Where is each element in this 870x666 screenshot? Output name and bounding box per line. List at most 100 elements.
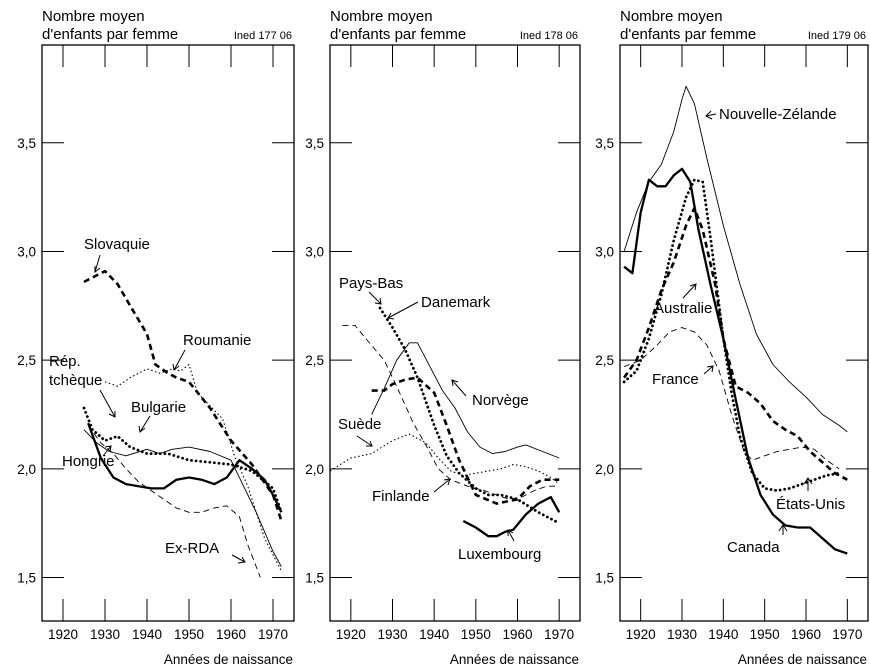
label-hongrie: Hongrie <box>62 453 115 470</box>
label-etats-unis: États-Unis <box>776 496 845 513</box>
x-tick-label: 1940 <box>419 627 449 642</box>
y-tick-label: 3,5 <box>595 136 614 151</box>
arrow-roumanie <box>172 363 180 371</box>
label-finlande: Finlande <box>372 488 430 505</box>
y-tick-label: 2,5 <box>595 353 614 368</box>
y-tick-label: 1,5 <box>305 571 324 586</box>
panel-3: Nombre moyen d'enfants par femme Ined 17… <box>595 8 869 666</box>
panel-2-ticks: 1920 1930 1940 1950 1960 1970 1,5 2,0 2,5 3,0 3,5 <box>305 45 580 642</box>
x-tick-label: 1960 <box>502 627 532 642</box>
label-roumanie: Roumanie <box>183 332 251 349</box>
x-tick-label: 1930 <box>377 627 407 642</box>
panel-1-annotations: Slovaquie Roumanie Rép. tchèque Bulgarie… <box>49 236 251 557</box>
series-line-australie <box>623 206 848 481</box>
y-tick-label: 2,5 <box>305 353 324 368</box>
y-tick-label: 2,5 <box>17 353 36 368</box>
y-tick-label: 2,0 <box>305 462 324 477</box>
arrow-suede <box>366 440 373 447</box>
series-line-hongrie <box>87 422 283 513</box>
arrow-luxembourg <box>507 529 514 536</box>
panel-1-frame <box>41 44 295 622</box>
y-tick-label: 1,5 <box>17 571 36 586</box>
panel-2-annotations: Pays-Bas Danemark Norvège Suède Finlande… <box>338 275 541 563</box>
panel-1-source: Ined 177 06 <box>234 30 292 42</box>
label-australie: Australie <box>654 300 712 317</box>
series-line-canada <box>623 167 848 555</box>
panel-3-source: Ined 179 06 <box>808 30 866 42</box>
label-nouvelle-zelande: Nouvelle-Zélande <box>719 106 837 123</box>
panel-3-leaders <box>682 110 813 535</box>
x-tick-label: 1920 <box>336 627 366 642</box>
leader-slovaquie <box>94 254 101 273</box>
panel-2-frame <box>329 44 581 622</box>
x-tick-label: 1930 <box>90 627 120 642</box>
arrow-norvege <box>451 379 459 387</box>
x-tick-label: 1960 <box>216 627 246 642</box>
y-tick-label: 2,0 <box>595 462 614 477</box>
x-tick-label: 1920 <box>626 627 656 642</box>
panel-1-x-axis-label: Années de naissance <box>164 652 293 666</box>
panel-3-series <box>622 85 848 555</box>
y-tick-label: 3,5 <box>305 136 324 151</box>
y-tick-label: 2,0 <box>17 462 36 477</box>
arrow-hongrie <box>104 445 112 453</box>
series-line-nouvelle-zelande <box>623 85 848 433</box>
x-tick-label: 1970 <box>544 627 574 642</box>
leader-pays-bas <box>368 291 382 305</box>
arrow-rep-tcheque <box>108 411 116 418</box>
arrow-ex-rda <box>237 556 246 564</box>
x-tick-label: 1960 <box>791 627 821 642</box>
series-line-pays-bas <box>378 306 561 525</box>
panel-1-leaders <box>94 254 246 564</box>
panel-2-source: Ined 178 06 <box>520 30 578 42</box>
label-norvege: Norvège <box>472 392 529 409</box>
x-tick-label: 1940 <box>708 627 738 642</box>
label-france: France <box>652 371 699 388</box>
panel-3-ticks: 1920 1930 1940 1950 1960 1970 1,5 2,0 2,5 3,0 3,5 <box>595 45 868 642</box>
series-line-ex-rda <box>83 429 282 567</box>
label-rep-tcheque-line-2: tchèque <box>49 372 102 389</box>
panel-1-series <box>82 269 283 578</box>
panel-2: Nombre moyen d'enfants par femme Ined 17… <box>305 8 581 666</box>
panel-2-series <box>329 306 561 538</box>
leader-luxembourg <box>507 529 515 542</box>
panel-3-frame <box>619 44 869 622</box>
leader-bulgarie <box>139 415 151 433</box>
series-line-slovaquie <box>83 269 283 522</box>
panel-2-leaders <box>356 291 515 542</box>
y-tick-label: 3,0 <box>595 244 614 259</box>
arrow-finlande <box>443 478 451 486</box>
label-ex-rda: Ex-RDA <box>165 540 219 557</box>
arrow-danemark <box>387 312 395 320</box>
leader-danemark <box>387 301 419 319</box>
panel-1-ticks: 1920 1930 1940 1950 1960 1970 1,5 2,0 2,5 3,0 3,5 <box>17 45 294 642</box>
leader-france <box>703 365 714 375</box>
y-tick-label: 3,0 <box>305 244 324 259</box>
label-suede: Suède <box>338 416 381 433</box>
label-danemark: Danemark <box>421 294 491 311</box>
leader-norvege <box>451 379 467 397</box>
leader-finlande <box>433 478 451 493</box>
panel-1: Nombre moyen d'enfants par femme Ined 17… <box>17 8 295 666</box>
arrow-etats-unis <box>803 477 813 485</box>
panel-3-x-axis-label: Années de naissance <box>738 652 867 666</box>
panel-1-title-line-2: d'enfants par femme <box>42 26 178 43</box>
arrow-canada <box>778 524 788 532</box>
x-tick-label: 1970 <box>832 627 862 642</box>
y-tick-label: 1,5 <box>595 571 614 586</box>
panel-1-title-line-1: Nombre moyen <box>42 8 145 25</box>
panel-3-title-line-1: Nombre moyen <box>620 8 723 25</box>
label-luxembourg: Luxembourg <box>458 546 541 563</box>
label-rep-tcheque-line-1: Rép. <box>49 353 81 370</box>
leader-roumanie <box>173 349 186 371</box>
leader-hongrie <box>102 445 112 457</box>
x-tick-label: 1950 <box>174 627 204 642</box>
panel-2-x-axis-label: Années de naissance <box>450 652 579 666</box>
arrow-bulgarie <box>138 425 146 433</box>
series-line-bulgarie <box>87 425 261 578</box>
leader-rep-tcheque <box>99 389 116 418</box>
x-tick-label: 1950 <box>750 627 780 642</box>
x-tick-label: 1970 <box>258 627 288 642</box>
y-tick-label: 3,5 <box>17 136 36 151</box>
